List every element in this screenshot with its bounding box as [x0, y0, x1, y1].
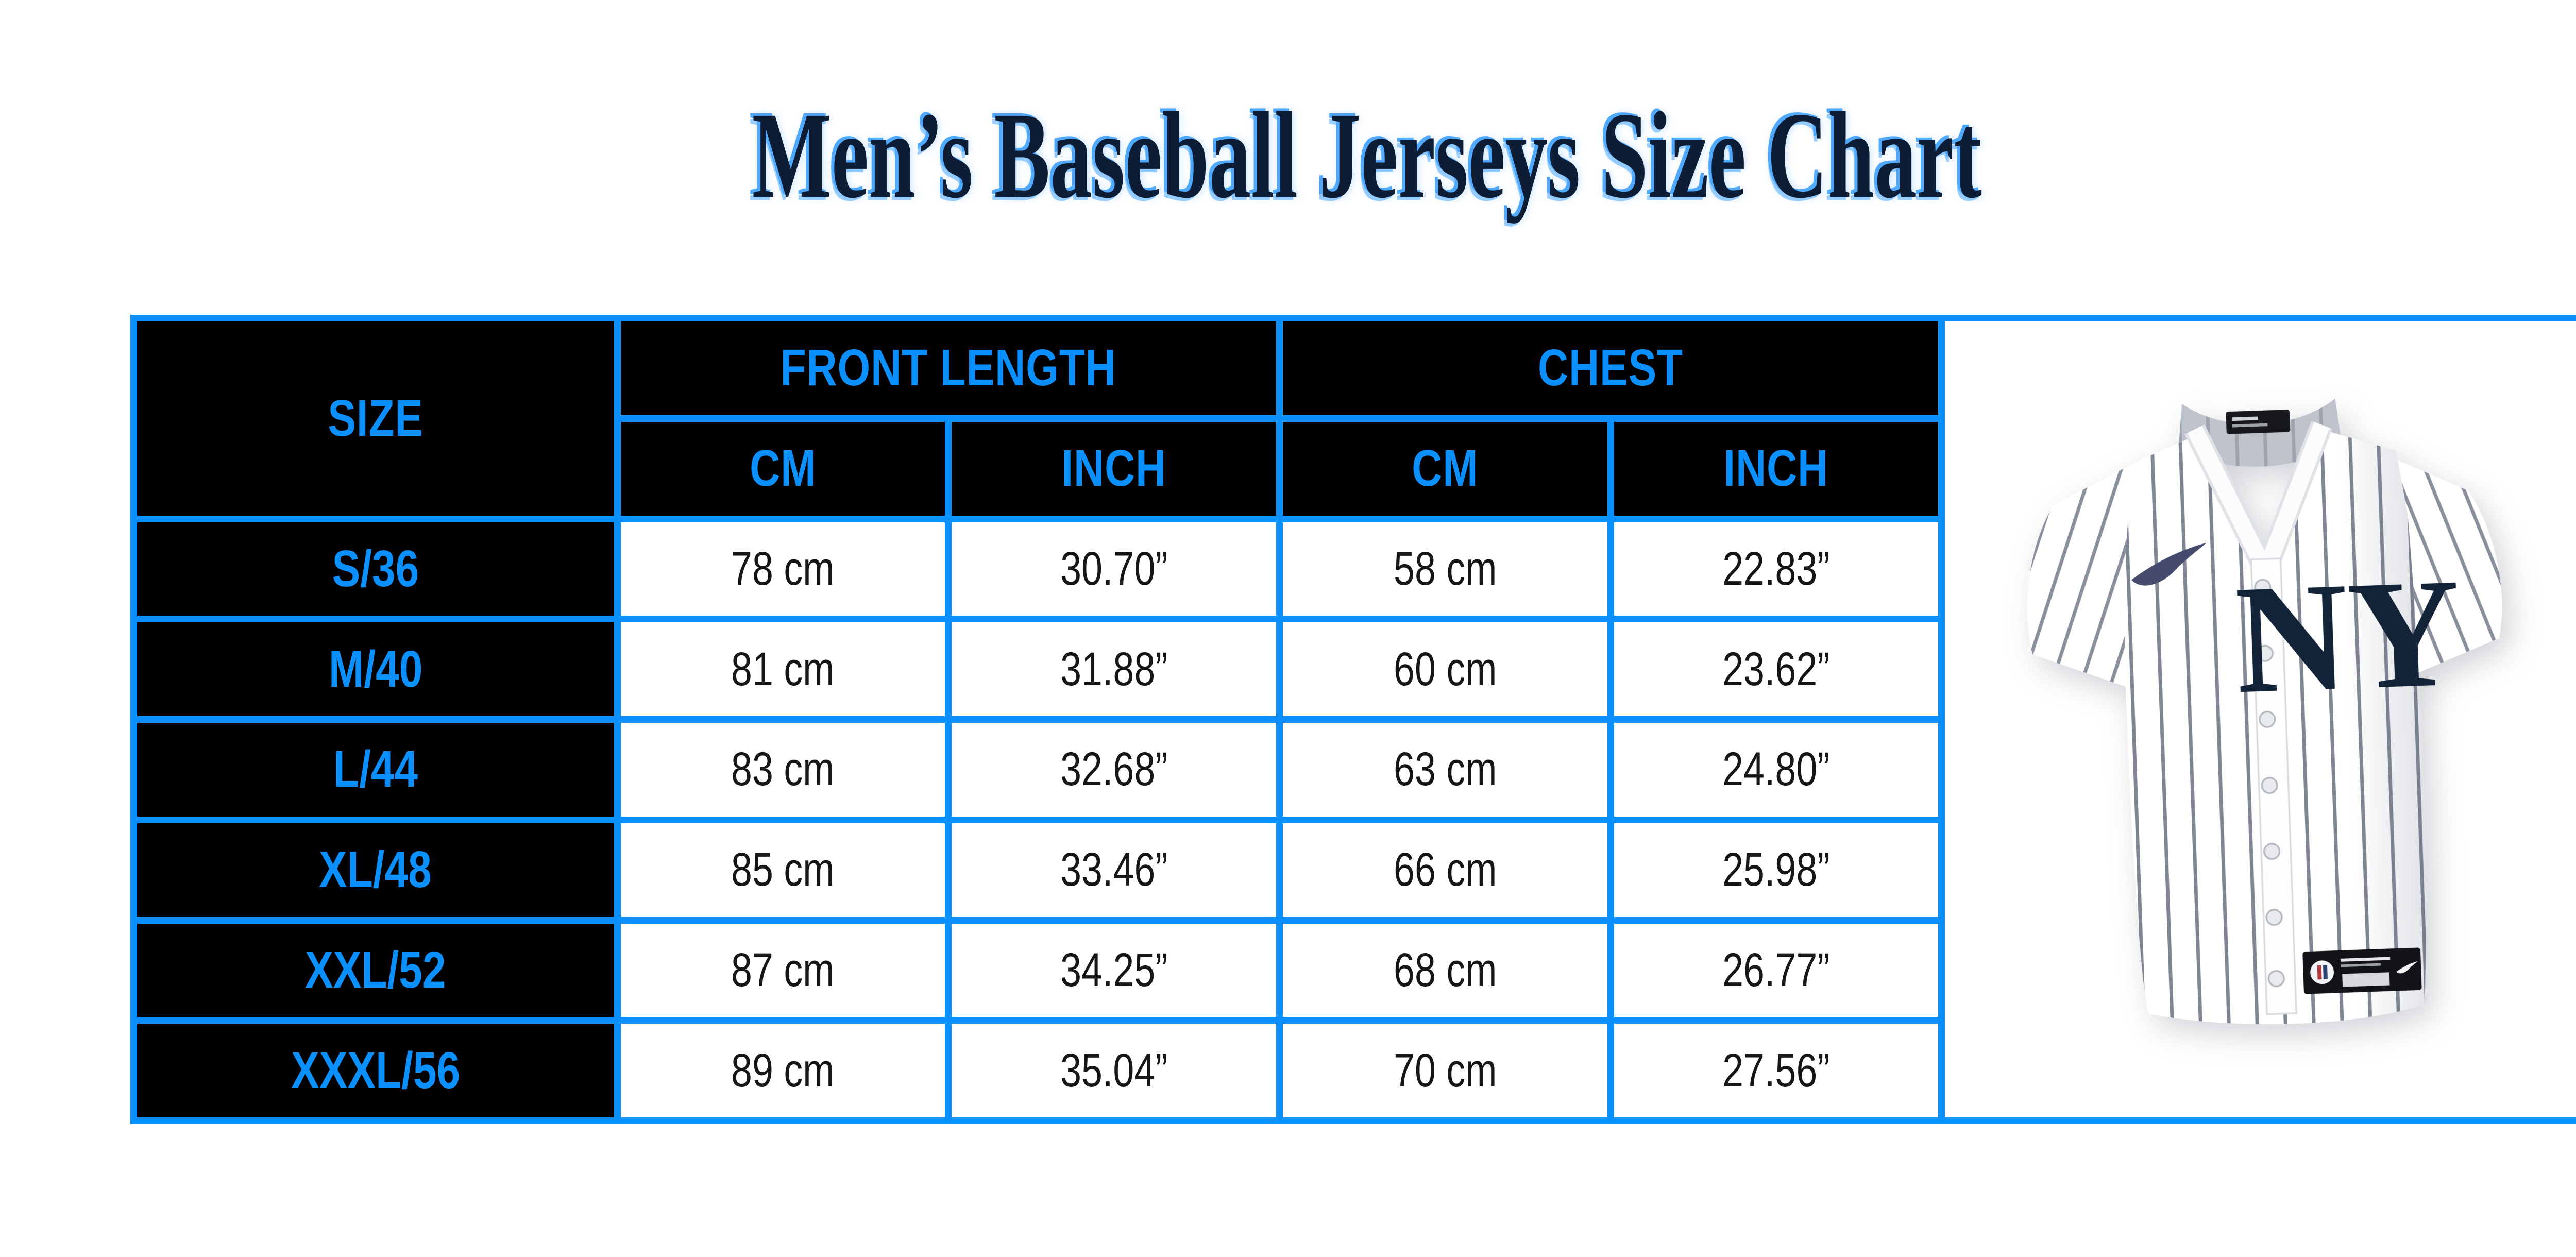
- front-inch-cell: 33.46”: [952, 823, 1276, 917]
- front-inch-cell: 34.25”: [952, 923, 1276, 1017]
- jersey-buttons: [2253, 579, 2285, 988]
- header-chest-inch: INCH: [1614, 421, 1939, 516]
- front-cm-cell: 89 cm: [620, 1024, 945, 1117]
- jersey-photo-cell: NY: [1945, 321, 2576, 1117]
- header-front-inch: INCH: [952, 421, 1276, 516]
- chest-inch-cell: 23.62”: [1614, 622, 1939, 716]
- table-row: S/36 78 cm 30.70” 58 cm 22.83”: [137, 522, 2576, 616]
- size-label-cell: M/40: [137, 622, 614, 716]
- size-label-cell: S/36: [137, 522, 614, 616]
- front-inch-cell: 32.68”: [952, 723, 1276, 817]
- chest-cm-cell: 70 cm: [1283, 1024, 1607, 1117]
- header-front-cm: CM: [620, 421, 945, 516]
- chest-cm-cell: 60 cm: [1283, 622, 1607, 716]
- size-label-cell: XXL/52: [137, 923, 614, 1017]
- jersey-image: NY: [1948, 332, 2576, 1107]
- neck-label: [2226, 410, 2290, 434]
- chest-cm-cell: 68 cm: [1283, 923, 1607, 1017]
- table-row: L/44 83 cm 32.68” 63 cm 24.80”: [137, 723, 2576, 817]
- nike-swoosh-icon: [2131, 542, 2207, 586]
- front-inch-cell: 35.04”: [952, 1024, 1276, 1117]
- table-row: XXL/52 87 cm 34.25” 68 cm 26.77”: [137, 923, 2576, 1017]
- table-row: XL/48 85 cm 33.46” 66 cm 25.98”: [137, 823, 2576, 917]
- size-label-cell: L/44: [137, 723, 614, 817]
- chest-inch-cell: 27.56”: [1614, 1024, 1939, 1117]
- collar: [2184, 421, 2332, 571]
- front-cm-cell: 83 cm: [620, 723, 945, 817]
- chest-cm-cell: 58 cm: [1283, 522, 1607, 616]
- chest-inch-cell: 26.77”: [1614, 923, 1939, 1017]
- front-cm-cell: 81 cm: [620, 622, 945, 716]
- table-row: XXXL/56 89 cm 35.04” 70 cm 27.56”: [137, 1024, 2576, 1117]
- chest-inch-cell: 24.80”: [1614, 723, 1939, 817]
- size-chart-board: SIZE FRONT LENGTH CHEST: [130, 315, 2576, 1124]
- header-front-length: FRONT LENGTH: [620, 321, 1276, 415]
- page-title: Men’s Baseball Jerseys Size Chart: [0, 90, 2576, 220]
- header-size: SIZE: [137, 321, 614, 516]
- ny-logo: NY: [2232, 547, 2463, 726]
- header-row-groups: SIZE FRONT LENGTH CHEST: [137, 321, 2576, 1117]
- page-title-text: Men’s Baseball Jerseys Size Chart: [752, 87, 1982, 224]
- size-label-cell: XL/48: [137, 823, 614, 917]
- front-inch-cell: 31.88”: [952, 622, 1276, 716]
- chest-cm-cell: 63 cm: [1283, 723, 1607, 817]
- size-label-cell: XXXL/56: [137, 1024, 614, 1117]
- chest-inch-cell: 22.83”: [1614, 522, 1939, 616]
- header-chest: CHEST: [1283, 321, 1939, 415]
- header-chest-cm: CM: [1283, 421, 1607, 516]
- size-chart-table: SIZE FRONT LENGTH CHEST: [130, 315, 2576, 1124]
- front-inch-cell: 30.70”: [952, 522, 1276, 616]
- jock-tag-swoosh-icon: [2396, 961, 2418, 974]
- jock-tag: [2302, 947, 2422, 994]
- ny-monogram-n: NY: [2232, 547, 2463, 726]
- front-cm-cell: 78 cm: [620, 522, 945, 616]
- chest-inch-cell: 25.98”: [1614, 823, 1939, 917]
- chest-cm-cell: 66 cm: [1283, 823, 1607, 917]
- table-row: M/40 81 cm 31.88” 60 cm 23.62”: [137, 622, 2576, 716]
- front-cm-cell: 85 cm: [620, 823, 945, 917]
- front-cm-cell: 87 cm: [620, 923, 945, 1017]
- header-row-units: CM INCH CM INCH: [137, 421, 2576, 516]
- button-placket: [2250, 557, 2297, 1015]
